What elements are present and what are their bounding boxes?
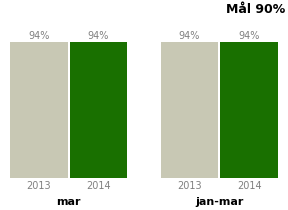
Text: 94%: 94% (179, 31, 200, 41)
Text: jan-mar: jan-mar (195, 197, 244, 207)
Text: 94%: 94% (238, 31, 260, 41)
Text: 94%: 94% (88, 31, 109, 41)
Text: Mål 90%: Mål 90% (226, 3, 285, 16)
Bar (70, 42, 127, 178)
Bar (161, 42, 218, 178)
Bar (10, 42, 68, 178)
Text: 94%: 94% (28, 31, 50, 41)
Text: mar: mar (56, 197, 81, 207)
Bar (220, 42, 278, 178)
